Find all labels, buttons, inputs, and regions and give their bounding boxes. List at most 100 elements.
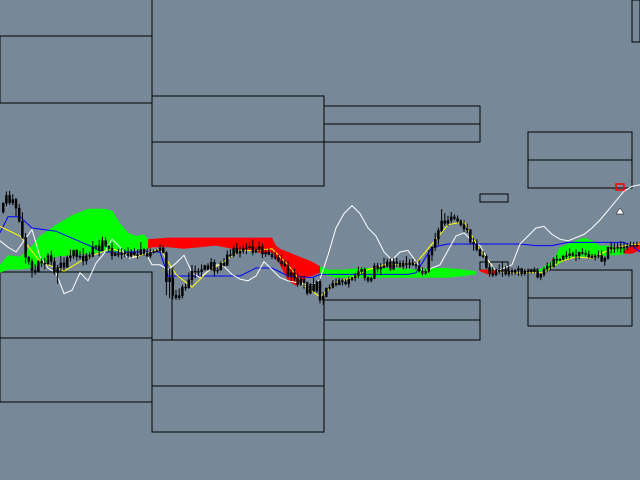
candle-body-up	[94, 245, 98, 248]
candle	[408, 259, 411, 269]
candle-body-up	[408, 262, 411, 266]
candle	[49, 250, 53, 266]
candle	[478, 247, 482, 257]
candle	[552, 257, 555, 268]
candle	[337, 277, 341, 286]
candle	[529, 268, 533, 274]
candle	[289, 269, 293, 282]
candle-body-up	[629, 244, 632, 247]
candle	[456, 215, 459, 223]
candle	[485, 254, 488, 269]
candle	[312, 278, 315, 293]
candle	[283, 259, 287, 268]
candle-body-up	[328, 287, 331, 289]
candle	[568, 248, 571, 259]
candle-body-down	[283, 263, 287, 266]
candle	[504, 266, 507, 276]
candle-body-up	[542, 268, 546, 275]
candle	[261, 243, 264, 259]
candle-body-up	[440, 220, 443, 231]
candle-body-down	[609, 246, 613, 250]
candle	[245, 243, 248, 255]
candle-body-down	[491, 273, 495, 276]
candle	[104, 237, 107, 248]
candle	[190, 265, 194, 285]
candle-body-down	[229, 254, 232, 257]
candle	[257, 241, 261, 252]
candle-body-up	[325, 287, 328, 297]
candle-body-down	[481, 255, 485, 257]
candle	[235, 242, 239, 255]
candle	[30, 258, 34, 278]
candle-body-down	[14, 199, 18, 209]
candle-body-up	[289, 272, 293, 276]
candle-body-up	[101, 240, 104, 252]
candle	[113, 251, 117, 257]
candle	[357, 266, 360, 279]
candle	[347, 276, 351, 288]
candle-body-down	[261, 246, 264, 255]
candle-body-down	[318, 281, 322, 301]
candle	[462, 220, 466, 233]
candle-body-down	[235, 247, 239, 254]
candle	[520, 268, 523, 277]
candle	[197, 268, 200, 276]
candle-body-up	[158, 247, 162, 251]
candle	[341, 278, 344, 286]
candle	[398, 260, 402, 268]
candle-body-down	[462, 224, 466, 230]
candle-body-up	[347, 279, 351, 285]
candle	[565, 251, 568, 260]
candle-body-down	[165, 252, 168, 282]
candle	[542, 267, 546, 277]
candle	[177, 288, 181, 300]
candle	[475, 239, 479, 252]
candle	[1, 202, 5, 214]
candle-body-down	[478, 249, 482, 256]
candle-body-down	[366, 277, 370, 281]
candle-body-up	[392, 261, 395, 270]
candle-body-down	[117, 253, 120, 255]
candles	[1, 190, 639, 305]
candle	[123, 249, 127, 258]
candle-body-down	[161, 247, 165, 253]
candle-body-up	[232, 247, 235, 256]
candle	[369, 276, 373, 283]
candle	[213, 259, 216, 276]
candle-body-down	[75, 250, 79, 258]
candle-body-up	[437, 230, 440, 240]
candle	[561, 255, 565, 261]
candle	[366, 276, 370, 283]
candle-body-up	[11, 199, 15, 204]
candle-body-down	[193, 270, 197, 273]
candle-body-up	[494, 270, 498, 276]
candle	[117, 248, 120, 258]
candle-body-down	[395, 261, 399, 264]
candle	[5, 191, 8, 207]
candle-body-down	[459, 220, 463, 225]
candle	[587, 250, 591, 259]
candle	[430, 246, 434, 261]
candle-body-up	[561, 255, 565, 260]
candle-body-up	[625, 245, 629, 248]
candle-body-down	[536, 270, 539, 278]
candle-body-up	[219, 262, 223, 271]
candle	[193, 265, 197, 279]
candle-body-down	[341, 280, 344, 283]
candle-body-up	[357, 271, 360, 276]
candle	[334, 278, 338, 287]
candle-body-down	[197, 271, 200, 273]
candle	[254, 247, 258, 254]
candle-body-up	[507, 270, 511, 275]
candle	[72, 249, 75, 259]
candle-body-down	[571, 253, 575, 256]
candle-body-down	[296, 278, 299, 285]
candle	[225, 250, 229, 266]
kumo-bear-segment	[480, 269, 496, 275]
candle-body-up	[264, 251, 267, 255]
candle	[523, 269, 527, 276]
candle	[465, 223, 469, 233]
candle-body-up	[501, 269, 504, 272]
candle	[209, 258, 213, 271]
candle	[491, 266, 495, 278]
